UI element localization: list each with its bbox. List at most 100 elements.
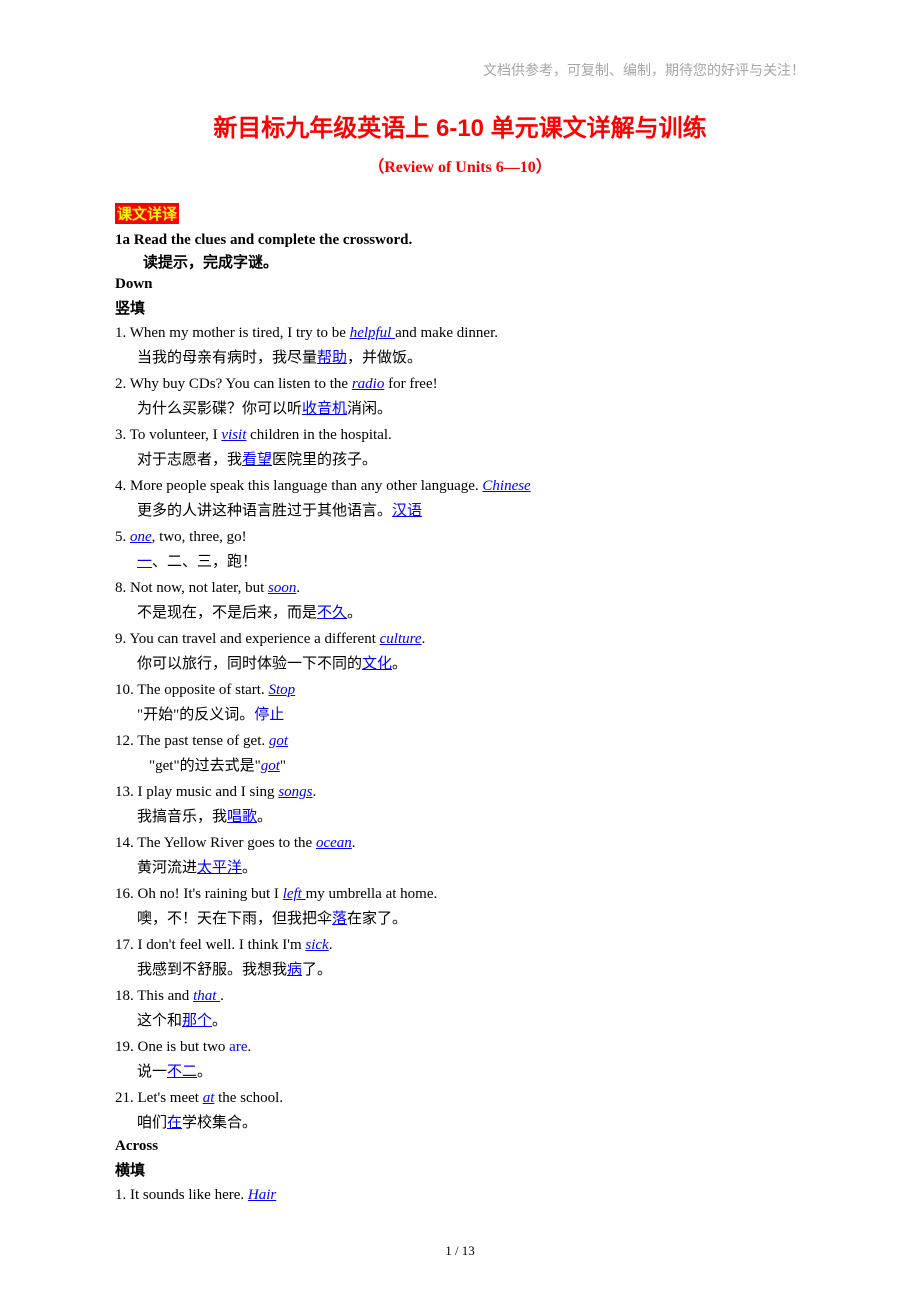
clue-answer-en: one [130,529,152,545]
clue-cn-post: ，并做饭。 [347,350,422,366]
clue-number: 1. [115,325,130,341]
clue-number: 14. [115,835,137,851]
clue-text-pre: The opposite of start. [137,682,268,698]
clue-cn-post: " [280,758,286,774]
clue-cn: 说一不二。 [115,1061,805,1084]
page-footer: 1 / 13 [115,1243,805,1259]
clue-answer-cn: 在 [167,1115,182,1131]
clue-text-pre: Oh no! It's raining but I [138,886,283,902]
clue-cn-pre: 我搞音乐，我 [137,809,227,825]
clue-answer-en: culture [380,631,422,647]
clue-cn-post: 。 [257,809,272,825]
clue-cn: 不是现在，不是后来，而是不久。 [115,602,805,625]
down-label-cn: 竖填 [115,297,805,318]
clue-cn-pre: 不是现在，不是后来，而是 [137,605,317,621]
clue-number: 21. [115,1090,138,1106]
clue-cn-pre: "get"的过去式是" [149,758,261,774]
clue-answer-en: helpful [350,325,395,341]
clue-text-post: . [296,580,300,596]
clue-number: 12. [115,733,137,749]
clue-number: 1. [115,1187,130,1203]
clue-cn-post: 。 [197,1064,212,1080]
clue-cn-pre: 你可以旅行，同时体验一下不同的 [137,656,362,672]
clue-text-pre: When my mother is tired, I try to be [130,325,350,341]
clue-number: 8. [115,580,130,596]
clue-text-post: children in the hospital. [246,427,391,443]
clue-cn: 这个和那个。 [115,1010,805,1033]
clue-en: 5. one, two, three, go! [115,526,805,549]
clue-answer-en: Chinese [482,478,530,494]
clue-answer-en: soon [268,580,296,596]
clue-cn: "开始"的反义词。停止 [115,704,805,727]
clue-en: 18. This and that . [115,985,805,1008]
clue-cn-pre: 我感到不舒服。我想我 [137,962,287,978]
clue-cn-post: 医院里的孩子。 [272,452,377,468]
clue-number: 3. [115,427,130,443]
clue-number: 10. [115,682,137,698]
clue-answer-cn: 唱歌 [227,809,257,825]
clue-cn-post: 消闲。 [347,401,392,417]
clue-en: 21. Let's meet at the school. [115,1087,805,1110]
clue-en: 16. Oh no! It's raining but I left my um… [115,883,805,906]
clue-text-pre: The past tense of get. [137,733,269,749]
clue-answer-en: visit [221,427,246,443]
clue-cn: 我感到不舒服。我想我病了。 [115,959,805,982]
clue-cn-pre: 噢，不！天在下雨，但我把伞 [137,911,332,927]
clue-text-post: . [313,784,317,800]
clue-answer-en: songs [278,784,312,800]
clue-cn: 黄河流进太平洋。 [115,857,805,880]
clue-en: 13. I play music and I sing songs. [115,781,805,804]
clue-answer-cn: 太平洋 [197,860,242,876]
clue-en: 10. The opposite of start. Stop [115,679,805,702]
clue-cn: 更多的人讲这种语言胜过于其他语言。汉语 [115,500,805,523]
clue-answer-cn: 那个 [182,1013,212,1029]
clue-answer-cn: got [261,758,280,774]
clue-cn-pre: 更多的人讲这种语言胜过于其他语言。 [137,503,392,519]
clue-text-pre: Not now, not later, but [130,580,268,596]
clue-answer-cn: 停止 [254,707,284,723]
clue-cn-pre: 咱们 [137,1115,167,1131]
down-list: 1. When my mother is tired, I try to be … [115,322,805,1134]
clue-en: 4. More people speak this language than … [115,475,805,498]
clue-answer-cn: 不久 [317,605,347,621]
clue-cn: 为什么买影碟？你可以听收音机消闲。 [115,398,805,421]
down-label-en: Down [115,276,805,293]
clue-answer-en: radio [352,376,385,392]
clue-answer-cn: 不二 [167,1064,197,1080]
section-tag: 课文详译 [115,203,179,224]
clue-text-pre: Why buy CDs? You can listen to the [130,376,352,392]
clue-number: 13. [115,784,138,800]
clue-cn: 对于志愿者，我看望医院里的孩子。 [115,449,805,472]
clue-number: 18. [115,988,137,1004]
clue-answer-cn: 汉语 [392,503,422,519]
clue-en: 12. The past tense of get. got [115,730,805,753]
clue-cn-post: 学校集合。 [182,1115,257,1131]
clue-answer-cn: 收音机 [302,401,347,417]
clue-text-pre: This and [137,988,193,1004]
clue-text-pre: The Yellow River goes to the [137,835,316,851]
clue-text-pre: I don't feel well. I think I'm [138,937,306,953]
clue-text-pre: More people speak this language than any… [130,478,482,494]
clue-cn: 我搞音乐，我唱歌。 [115,806,805,829]
clue-text-pre: Let's meet [138,1090,203,1106]
clue-text-pre: You can travel and experience a differen… [129,631,379,647]
clue-en: 14. The Yellow River goes to the ocean. [115,832,805,855]
clue-text-post: and make dinner. [395,325,498,341]
clue-cn-post: 。 [242,860,257,876]
clue-en: 1. When my mother is tired, I try to be … [115,322,805,345]
clue-answer-en: that [193,988,220,1004]
clue-number: 2. [115,376,130,392]
clue-answer-en: at [203,1090,215,1106]
clue-cn: "get"的过去式是"got" [115,755,805,778]
clue-cn-post: 了。 [302,962,332,978]
clue-text-post: the school. [214,1090,283,1106]
clue-number: 4. [115,478,130,494]
clue-en: 3. To volunteer, I visit children in the… [115,424,805,447]
clue-answer-en: left [283,886,306,902]
clue-cn: 噢，不！天在下雨，但我把伞落在家了。 [115,908,805,931]
clue-answer-en: sick [305,937,328,953]
across-label-en: Across [115,1138,805,1155]
clue-cn-pre: "开始"的反义词。 [137,707,254,723]
instruction-en: 1a Read the clues and complete the cross… [115,232,805,249]
clue-cn-post: 在家了。 [347,911,407,927]
